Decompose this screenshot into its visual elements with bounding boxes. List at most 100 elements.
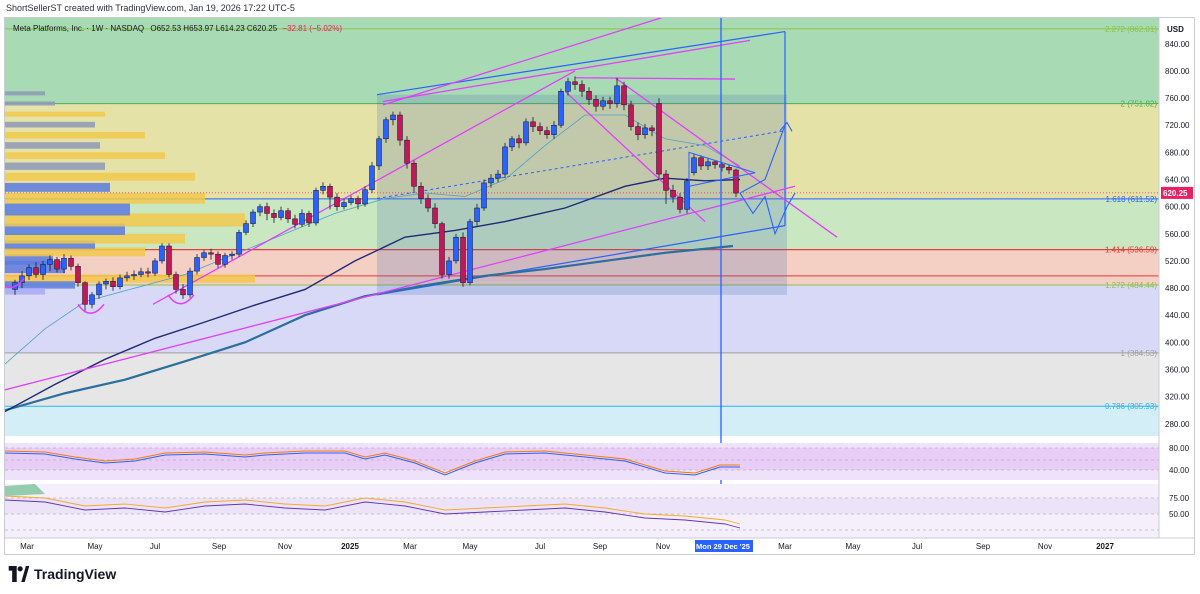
candle-down [656, 103, 662, 175]
candle-down [271, 213, 277, 218]
candle-up [152, 260, 158, 274]
osc1-axis-tick: 80.00 [1169, 444, 1190, 453]
price-axis-tick: 720.00 [1165, 121, 1190, 130]
candle-up [89, 294, 95, 305]
trend-upper-line [382, 18, 663, 106]
volume-profile-bar [5, 121, 95, 128]
fib-level-label: 2.272 (862.01) [1105, 25, 1157, 34]
price-axis-tick: 600.00 [1165, 203, 1190, 212]
time-cursor-badge [695, 540, 753, 552]
time-axis-tick: May [87, 542, 102, 551]
candle-down [68, 257, 74, 267]
chart-credit: ShortSellerST created with TradingView.c… [6, 3, 295, 13]
candle-down [75, 266, 81, 283]
candle-down [719, 164, 725, 168]
candle-up [320, 186, 326, 191]
candle-down [677, 196, 683, 210]
volume-profile-bar [5, 223, 125, 236]
price-chart[interactable]: 2.272 (862.01) 2 (751.82) 1.618 (611.52) 1.… [5, 18, 1194, 554]
time-axis-tick: Jul [912, 542, 922, 551]
candle-down [173, 274, 179, 290]
fib-band [5, 285, 1159, 353]
osc1-main-line [5, 452, 740, 476]
ma-200-line [5, 244, 734, 412]
candle-down [208, 252, 214, 255]
volume-profile-bar [5, 274, 255, 283]
ohlc-values: O652.53 H653.97 L614.23 C620.25 [150, 24, 278, 33]
fib-level-label: 1 (384.53) [1121, 349, 1158, 358]
candle-down [33, 267, 39, 275]
time-axis-tick: Nov [1038, 542, 1052, 551]
price-axis-tick: 440.00 [1165, 311, 1190, 320]
candle-up [453, 236, 459, 262]
pennant-pattern [688, 151, 756, 187]
candle-down [432, 207, 438, 224]
candle-up [376, 138, 382, 167]
candle-down [537, 126, 543, 131]
fib-level-label: 1.272 (484.44) [1105, 281, 1157, 290]
time-axis-tick: Sep [593, 542, 608, 551]
price-axis-tick: 800.00 [1165, 67, 1190, 76]
time-axis-tick: Nov [656, 542, 670, 551]
candle-up [222, 255, 228, 265]
candle-up [383, 119, 389, 140]
price-axis-tick: 560.00 [1165, 230, 1190, 239]
smile-annotation [77, 303, 105, 314]
time-axis-tick: Jul [535, 542, 545, 551]
trend-falling2-line [614, 77, 838, 238]
fib-level-label: 2 (751.82) [1121, 100, 1158, 109]
time-axis-tick: Mar [403, 542, 417, 551]
candle-down [334, 196, 340, 207]
candle-down [726, 167, 732, 171]
candle-up [446, 260, 452, 275]
candle-up [691, 157, 697, 173]
price-axis-tick: 520.00 [1165, 257, 1190, 266]
candle-up [47, 259, 53, 265]
tradingview-logo-icon [8, 566, 30, 582]
candle-down [635, 126, 641, 135]
volume-profile-bar [5, 247, 145, 257]
candle-down [306, 213, 312, 224]
candle-up [467, 221, 473, 283]
candle-down [544, 130, 550, 135]
candle-up [642, 127, 648, 135]
candle-down [649, 127, 655, 131]
candle-down [110, 281, 116, 287]
time-axis-tick: 2027 [1096, 542, 1114, 551]
trend-rising-line [152, 70, 576, 305]
time-axis-tick: May [845, 542, 860, 551]
fib-band [5, 352, 1159, 407]
volume-profile-bar [5, 162, 105, 170]
volume-profile-bar [5, 101, 55, 106]
volume-profile-bar [5, 182, 110, 192]
resistance-line [574, 77, 736, 80]
osc2-axis-tick: 50.00 [1169, 510, 1190, 519]
candle-down [145, 271, 151, 274]
candle-up [278, 210, 284, 218]
channel-upper-line [376, 30, 786, 96]
price-axis-tick: 760.00 [1165, 94, 1190, 103]
price-axis-tick: 320.00 [1165, 393, 1190, 402]
candle-down [327, 186, 333, 198]
candle-up [159, 245, 165, 262]
candle-up [40, 264, 46, 275]
candle-down [516, 138, 522, 144]
candle-down [586, 91, 592, 100]
candle-down [82, 282, 88, 305]
candle-up [250, 211, 256, 224]
volume-profile-bar [5, 111, 105, 117]
price-change: −32.81 (−5.02%) [282, 24, 342, 33]
candle-down [607, 100, 613, 104]
candle-up [61, 257, 67, 270]
channel-lower-line [376, 225, 786, 296]
candle-up [705, 161, 711, 167]
brand-name: TradingView [34, 566, 117, 582]
candle-down [264, 206, 270, 214]
volume-profile-bar [5, 132, 145, 139]
ma-long-line [5, 177, 741, 413]
chart-frame[interactable]: 2.272 (862.01) 2 (751.82) 1.618 (611.52) 1.… [4, 17, 1195, 555]
candle-down [397, 114, 403, 141]
candle-down [572, 81, 578, 85]
candle-up [236, 232, 242, 255]
candle-down [215, 253, 221, 265]
